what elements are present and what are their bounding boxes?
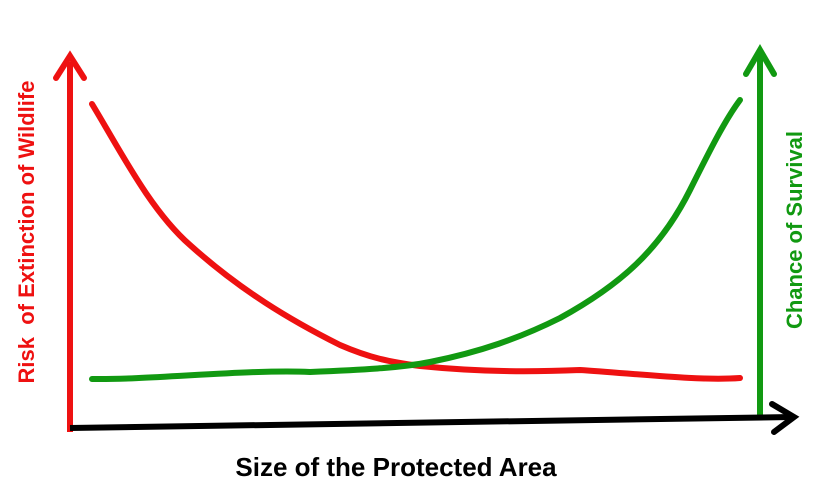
right-axis-arrowhead (743, 44, 777, 77)
survival-curve (89, 97, 743, 383)
x-axis-label: Size of the Protected Area (235, 452, 557, 482)
risk-curve (89, 101, 743, 382)
right-axis-label: Chance of Survival (782, 131, 807, 329)
x-axis-arrowhead (769, 401, 800, 435)
left-axis-arrowhead (53, 50, 87, 81)
x-axis (69, 414, 793, 431)
left-axis-label: Risk of Extinction of Wildlife (14, 81, 39, 384)
